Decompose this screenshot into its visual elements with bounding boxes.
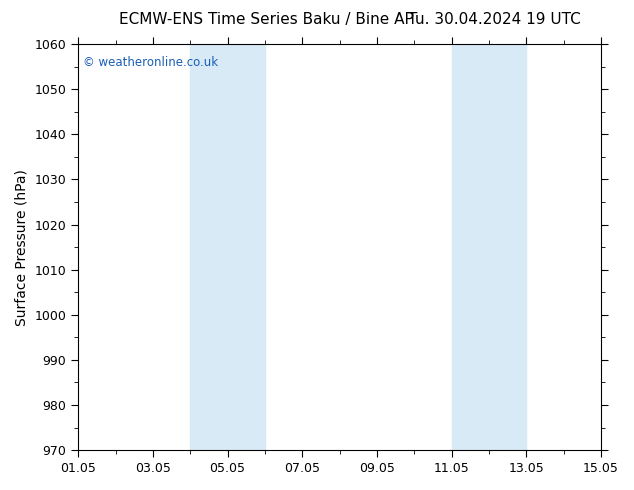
Y-axis label: Surface Pressure (hPa): Surface Pressure (hPa) <box>15 169 29 325</box>
Text: Tu. 30.04.2024 19 UTC: Tu. 30.04.2024 19 UTC <box>408 12 581 27</box>
Bar <box>190 44 265 450</box>
Text: © weatheronline.co.uk: © weatheronline.co.uk <box>84 56 219 69</box>
Bar <box>451 44 526 450</box>
Text: ECMW-ENS Time Series Baku / Bine AP: ECMW-ENS Time Series Baku / Bine AP <box>119 12 413 27</box>
